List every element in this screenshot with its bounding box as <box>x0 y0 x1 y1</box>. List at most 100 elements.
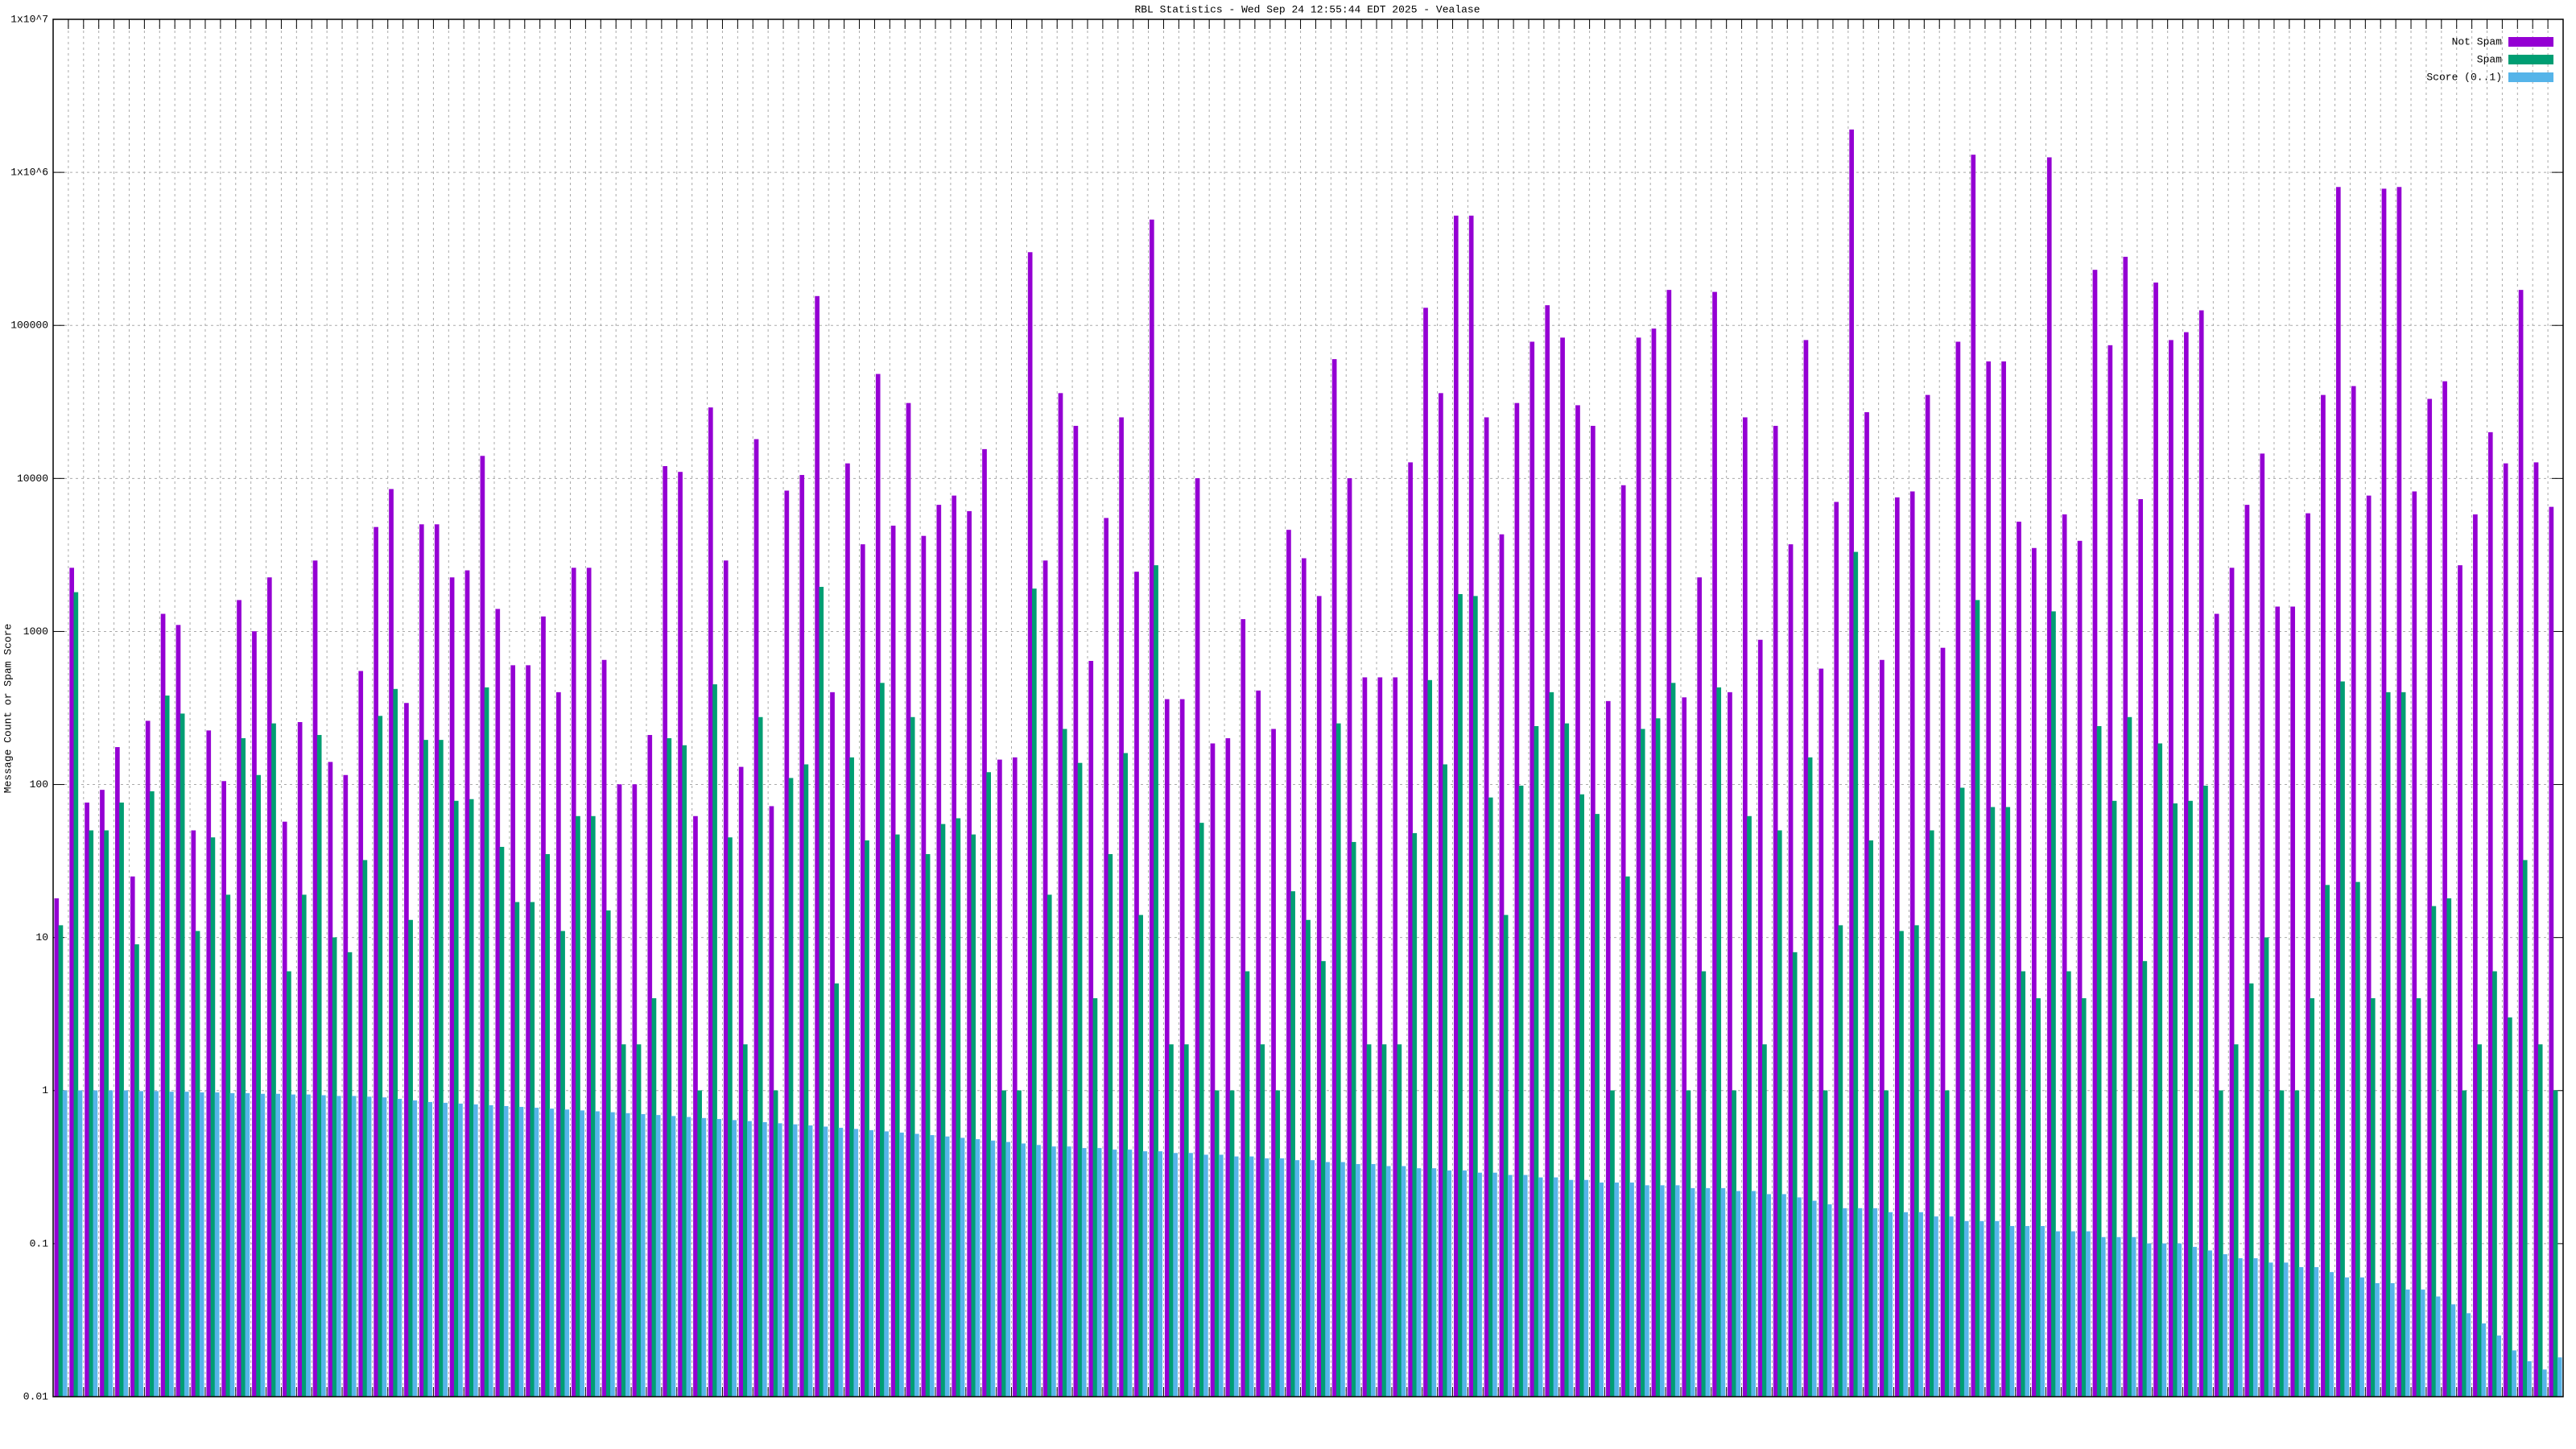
bar <box>2238 1258 2243 1397</box>
bar <box>2127 716 2132 1397</box>
bar <box>469 799 474 1397</box>
bar <box>869 1129 873 1397</box>
y-tick-label: 1x10^7 <box>10 13 48 25</box>
bar <box>1894 497 1900 1397</box>
bar <box>1225 738 1231 1397</box>
bar <box>484 687 489 1397</box>
bar <box>849 757 854 1397</box>
bar <box>2081 998 2087 1397</box>
bar <box>1659 1185 1665 1397</box>
bar <box>636 1044 642 1397</box>
bar <box>560 931 565 1397</box>
bar <box>175 625 181 1397</box>
bar <box>925 853 931 1397</box>
bar <box>1934 1216 1938 1397</box>
bar <box>1811 1200 1817 1397</box>
bar <box>510 665 516 1397</box>
bar <box>2314 1267 2319 1397</box>
bar <box>838 1127 844 1397</box>
bar <box>1477 1172 1482 1397</box>
bar <box>823 1126 828 1397</box>
bar <box>2375 1282 2380 1397</box>
bar <box>1245 971 1250 1397</box>
bar <box>495 609 501 1397</box>
y-tick-label: 10000 <box>17 473 48 485</box>
bar <box>518 1107 524 1397</box>
bar <box>1286 530 1291 1397</box>
bar <box>77 1090 83 1397</box>
bar <box>921 535 927 1397</box>
bar <box>1701 971 1707 1397</box>
bar <box>1792 952 1798 1397</box>
bar <box>2077 540 2083 1397</box>
bar <box>1614 1182 1619 1397</box>
bar <box>678 472 683 1397</box>
bar <box>1210 743 1216 1397</box>
bar <box>1447 1170 1452 1397</box>
legend-label: Not Spam <box>2452 35 2503 47</box>
bar <box>2279 1090 2285 1397</box>
bar <box>1468 215 1474 1397</box>
bar <box>316 735 322 1397</box>
bar <box>89 830 94 1397</box>
bar <box>894 834 900 1397</box>
bar <box>2370 998 2376 1397</box>
bar <box>195 931 200 1397</box>
bar <box>2096 726 2102 1397</box>
bar <box>423 740 428 1397</box>
bar <box>2487 431 2493 1397</box>
bar <box>343 774 349 1397</box>
bar <box>2275 606 2281 1397</box>
bar <box>1994 1220 2000 1397</box>
bar <box>2401 691 2406 1397</box>
bar <box>747 1121 752 1397</box>
bar <box>1751 1191 1757 1397</box>
bar <box>1271 729 1276 1397</box>
bar <box>2184 332 2189 1397</box>
bar <box>214 1092 220 1397</box>
bar <box>1868 840 1874 1397</box>
bar <box>777 1123 782 1397</box>
bar <box>2198 310 2204 1397</box>
bar <box>2321 394 2326 1397</box>
bar <box>651 998 657 1397</box>
bar <box>282 821 287 1397</box>
bar <box>1503 914 1509 1397</box>
bar <box>58 925 64 1397</box>
bar <box>1005 1141 1011 1397</box>
bar <box>2218 1090 2223 1397</box>
bar <box>1853 551 1859 1397</box>
bar <box>1179 699 1185 1397</box>
bar <box>1042 560 1048 1397</box>
bar <box>1842 1208 1847 1397</box>
bar <box>301 894 307 1397</box>
bar <box>169 1092 174 1397</box>
bar <box>2252 1258 2258 1397</box>
bar <box>241 738 246 1397</box>
bar <box>1595 814 1600 1397</box>
bar <box>1777 830 1782 1397</box>
bar <box>1736 1191 1741 1397</box>
bar <box>2385 691 2391 1397</box>
bar <box>1058 393 1063 1397</box>
bar <box>1979 1220 1984 1397</box>
legend-label: Spam <box>2477 53 2502 65</box>
bar <box>1797 1197 1802 1397</box>
bar <box>351 1096 357 1397</box>
bar <box>180 713 185 1397</box>
bar <box>803 764 809 1397</box>
bar <box>1096 1148 1102 1397</box>
bar <box>708 407 713 1397</box>
bar <box>1123 753 1129 1397</box>
bar <box>1625 876 1630 1397</box>
bar <box>1195 478 1200 1397</box>
bar <box>1705 1187 1711 1397</box>
y-tick-label: 10 <box>35 931 48 943</box>
bar <box>1397 1044 1402 1397</box>
bar <box>271 723 276 1397</box>
bar <box>229 1092 235 1397</box>
bar <box>2458 565 2462 1397</box>
bar <box>534 1108 539 1397</box>
bar <box>1940 647 1946 1397</box>
bar <box>815 295 819 1397</box>
